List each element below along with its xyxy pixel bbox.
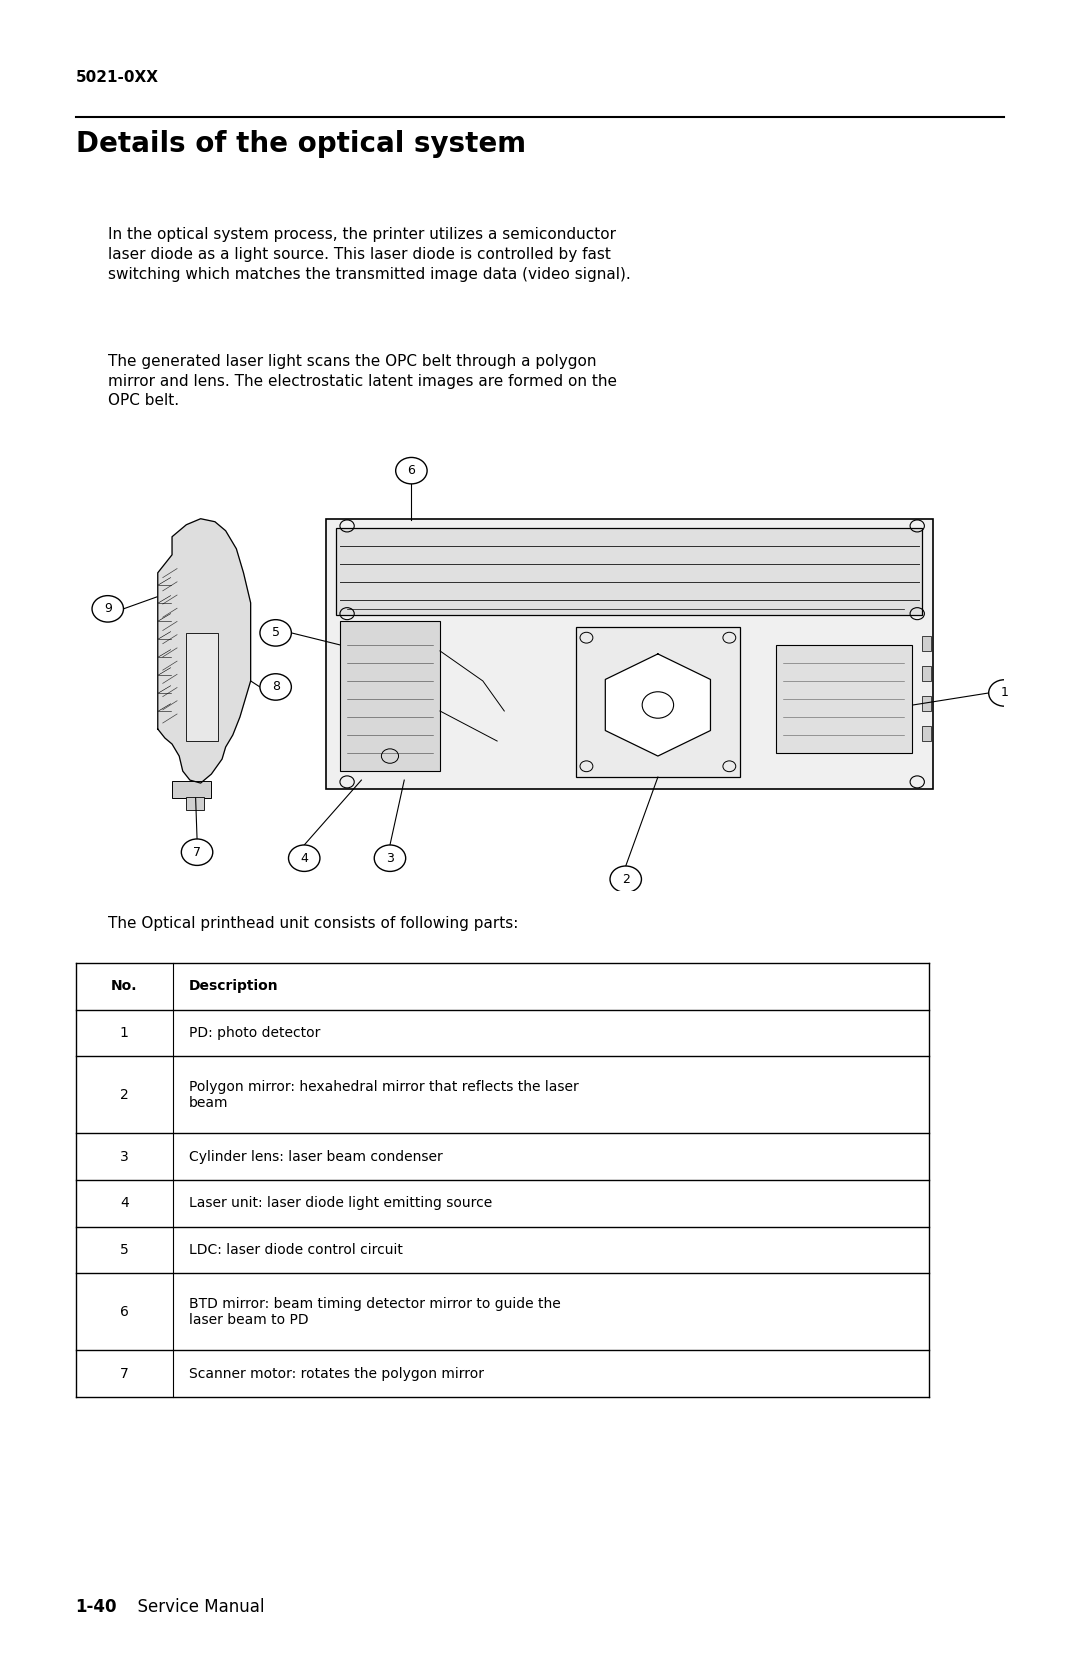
Text: 5: 5 — [272, 626, 280, 639]
Circle shape — [260, 674, 292, 701]
Bar — [576, 628, 740, 778]
Text: 7: 7 — [193, 846, 201, 858]
Bar — [922, 666, 931, 681]
Text: Details of the optical system: Details of the optical system — [76, 130, 526, 159]
Bar — [336, 527, 922, 614]
Circle shape — [395, 457, 427, 484]
Text: PD: photo detector: PD: photo detector — [189, 1026, 321, 1040]
Text: The generated laser light scans the OPC belt through a polygon
mirror and lens. : The generated laser light scans the OPC … — [108, 354, 617, 409]
Circle shape — [288, 845, 320, 871]
Text: Description: Description — [189, 980, 279, 993]
Bar — [340, 621, 440, 771]
Circle shape — [181, 840, 213, 866]
Text: The Optical printhead unit consists of following parts:: The Optical printhead unit consists of f… — [108, 916, 518, 931]
Text: 5021-0XX: 5021-0XX — [76, 70, 159, 85]
Text: 2: 2 — [622, 873, 630, 886]
Text: LDC: laser diode control circuit: LDC: laser diode control circuit — [189, 1243, 403, 1257]
Bar — [922, 726, 931, 741]
Text: Cylinder lens: laser beam condenser: Cylinder lens: laser beam condenser — [189, 1150, 443, 1163]
Text: 7: 7 — [120, 1367, 129, 1380]
Text: 6: 6 — [120, 1305, 129, 1319]
Text: 1: 1 — [1000, 686, 1009, 699]
Text: 6: 6 — [407, 464, 416, 477]
Polygon shape — [158, 519, 251, 783]
Circle shape — [988, 679, 1021, 706]
Text: 9: 9 — [104, 603, 111, 616]
Bar — [187, 633, 218, 741]
Text: 1-40: 1-40 — [76, 1597, 117, 1616]
Text: Service Manual: Service Manual — [127, 1597, 265, 1616]
Bar — [922, 636, 931, 651]
Circle shape — [375, 845, 406, 871]
Text: 4: 4 — [300, 851, 308, 865]
Bar — [922, 696, 931, 711]
Bar — [775, 644, 912, 753]
Text: 4: 4 — [120, 1197, 129, 1210]
Text: 2: 2 — [120, 1088, 129, 1102]
Polygon shape — [605, 654, 711, 756]
Bar — [172, 781, 212, 798]
Circle shape — [610, 866, 642, 893]
Circle shape — [260, 619, 292, 646]
Text: 3: 3 — [120, 1150, 129, 1163]
Text: Laser unit: laser diode light emitting source: Laser unit: laser diode light emitting s… — [189, 1197, 492, 1210]
Text: BTD mirror: beam timing detector mirror to guide the
laser beam to PD: BTD mirror: beam timing detector mirror … — [189, 1297, 561, 1327]
Text: No.: No. — [111, 980, 137, 993]
Circle shape — [92, 596, 123, 623]
Text: 5: 5 — [120, 1243, 129, 1257]
Text: 1: 1 — [120, 1026, 129, 1040]
Text: Polygon mirror: hexahedral mirror that reflects the laser
beam: Polygon mirror: hexahedral mirror that r… — [189, 1080, 579, 1110]
Text: 3: 3 — [386, 851, 394, 865]
Text: In the optical system process, the printer utilizes a semiconductor
laser diode : In the optical system process, the print… — [108, 227, 631, 282]
Bar — [326, 519, 933, 789]
Bar — [187, 796, 204, 809]
Text: Scanner motor: rotates the polygon mirror: Scanner motor: rotates the polygon mirro… — [189, 1367, 484, 1380]
Text: 8: 8 — [272, 681, 280, 693]
